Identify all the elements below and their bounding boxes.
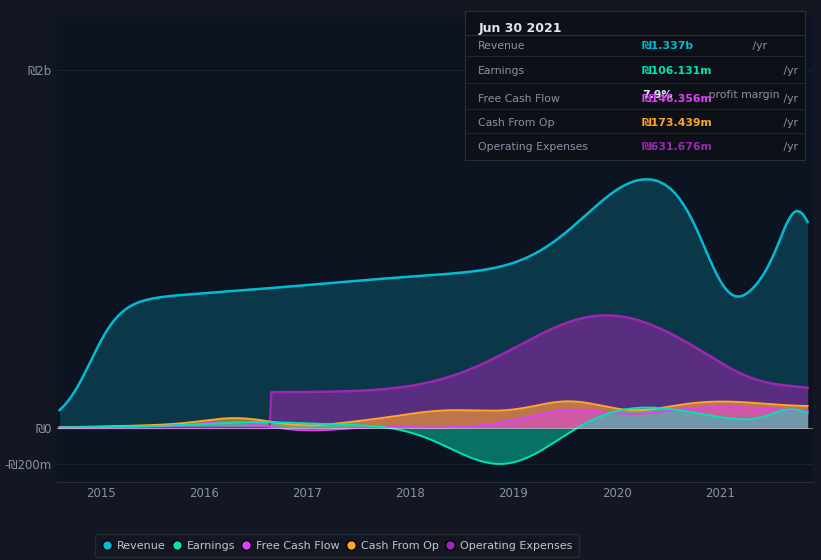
Text: Earnings: Earnings: [479, 66, 525, 76]
Text: /yr: /yr: [780, 142, 798, 152]
Text: Operating Expenses: Operating Expenses: [479, 142, 589, 152]
Text: Jun 30 2021: Jun 30 2021: [479, 22, 562, 35]
Legend: Revenue, Earnings, Free Cash Flow, Cash From Op, Operating Expenses: Revenue, Earnings, Free Cash Flow, Cash …: [94, 534, 579, 557]
Text: /yr: /yr: [780, 94, 798, 104]
Text: ₪1.337b: ₪1.337b: [642, 41, 694, 51]
Text: /yr: /yr: [750, 41, 767, 51]
Text: 7.9%: 7.9%: [642, 90, 672, 100]
Text: Cash From Op: Cash From Op: [479, 118, 555, 128]
Text: ₪631.676m: ₪631.676m: [642, 142, 713, 152]
Text: ₪173.439m: ₪173.439m: [642, 118, 713, 128]
Text: Free Cash Flow: Free Cash Flow: [479, 94, 560, 104]
Text: /yr: /yr: [780, 118, 798, 128]
Text: Revenue: Revenue: [479, 41, 525, 51]
Text: ₪146.356m: ₪146.356m: [642, 94, 713, 104]
Text: ₪106.131m: ₪106.131m: [642, 66, 713, 76]
Text: profit margin: profit margin: [704, 90, 779, 100]
Text: /yr: /yr: [780, 66, 798, 76]
